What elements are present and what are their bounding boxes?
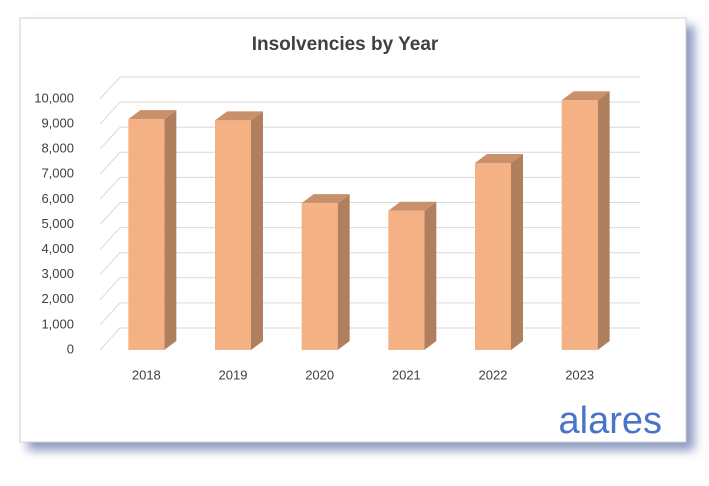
y-tick-label: 9,000 <box>41 116 74 131</box>
x-tick-label: 2021 <box>392 367 421 382</box>
grid-line <box>99 151 640 175</box>
x-tick-label: 2023 <box>565 367 594 382</box>
bar-side <box>251 111 263 351</box>
y-tick-label: 6,000 <box>41 191 74 206</box>
grid-line <box>99 252 640 276</box>
grid-line <box>99 327 640 351</box>
bar-top <box>475 154 523 164</box>
y-tick-label: 0 <box>67 341 74 356</box>
bar-top <box>561 91 610 101</box>
bar-top <box>128 110 177 120</box>
bar <box>301 203 338 350</box>
bar-side <box>337 194 350 350</box>
x-tick-label: 2022 <box>479 367 508 382</box>
bar <box>128 119 165 350</box>
grid-line <box>99 176 640 200</box>
y-tick-label: 3,000 <box>41 266 74 281</box>
y-tick-label: 10,000 <box>34 90 74 105</box>
grid-line <box>99 227 640 250</box>
y-tick-label: 8,000 <box>41 141 74 156</box>
y-tick-label: 5,000 <box>41 216 74 231</box>
bar-side <box>597 91 610 350</box>
bar <box>388 210 425 350</box>
grid-line <box>99 126 640 150</box>
grid-line <box>99 277 640 301</box>
grid-line <box>99 302 640 326</box>
y-tick-label: 1,000 <box>41 316 74 331</box>
y-tick-label: 4,000 <box>41 241 74 256</box>
bar <box>561 100 598 350</box>
bar-top <box>388 201 437 211</box>
bar-top <box>215 111 263 121</box>
bar <box>215 120 251 351</box>
x-tick-label: 2020 <box>305 367 334 382</box>
bar <box>475 163 511 350</box>
x-tick-label: 2018 <box>132 367 161 382</box>
bar-side <box>511 154 523 350</box>
logo: alares <box>559 400 663 442</box>
bar-side <box>424 201 437 350</box>
grid-line <box>99 76 640 100</box>
y-tick-label: 2,000 <box>41 291 74 306</box>
y-tick-label: 7,000 <box>41 166 74 181</box>
chart-title: Insolvencies by Year <box>252 34 439 55</box>
bar-top <box>301 194 350 204</box>
x-tick-label: 2019 <box>219 367 248 382</box>
grid-line <box>99 202 640 225</box>
grid-line <box>99 101 640 125</box>
bar-side <box>164 110 177 350</box>
